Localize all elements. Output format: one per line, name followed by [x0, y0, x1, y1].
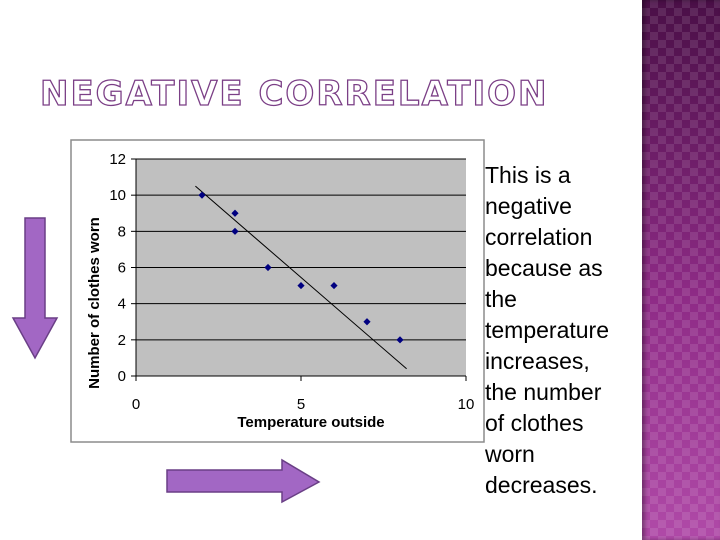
data-point — [330, 281, 338, 290]
description-line: increases, — [485, 348, 590, 374]
decorative-side-band — [642, 0, 720, 540]
description-line: the number — [485, 379, 602, 405]
description-line: decreases. — [485, 472, 598, 498]
data-point — [297, 281, 305, 290]
y-tick-labels: 0 2 4 6 8 10 12 — [109, 151, 136, 385]
y-tick-label: 2 — [118, 332, 126, 349]
description-line: worn — [485, 441, 535, 467]
description-line: This is a — [485, 162, 571, 188]
data-point — [231, 227, 239, 235]
y-tick-label: 10 — [109, 187, 126, 204]
grid-lines — [136, 158, 466, 341]
data-points — [198, 191, 404, 344]
y-tick-label: 6 — [118, 260, 126, 277]
description-line: the — [485, 286, 517, 312]
y-tick-label: 8 — [118, 223, 126, 240]
description-text: This is a negative correlation because as th… — [485, 160, 635, 501]
description-line: temperature — [485, 317, 610, 343]
x-tick-labels: 0 5 10 — [132, 376, 475, 413]
description-line: of clothes — [485, 410, 584, 436]
slide-title: NEGATIVE CORRELATION — [39, 73, 549, 114]
description-line: because as — [485, 255, 603, 281]
x-tick-label: 5 — [297, 396, 305, 413]
y-tick-label: 12 — [109, 151, 126, 168]
down-arrow-icon — [11, 217, 59, 360]
x-axis-label: Temperature outside — [237, 414, 384, 431]
x-tick-label: 0 — [132, 396, 140, 413]
description-line: negative — [485, 193, 572, 219]
y-tick-label: 0 — [118, 368, 126, 385]
y-axis-label: Number of clothes worn — [86, 217, 103, 389]
description-line: correlation — [485, 224, 593, 250]
data-point — [363, 318, 371, 326]
trendline — [195, 185, 407, 370]
data-point — [264, 263, 272, 272]
data-point — [231, 209, 239, 217]
data-point — [396, 336, 404, 344]
right-arrow-icon — [166, 458, 321, 504]
data-point — [198, 191, 206, 199]
x-tick-label: 10 — [458, 396, 475, 413]
y-tick-label: 4 — [118, 296, 126, 313]
